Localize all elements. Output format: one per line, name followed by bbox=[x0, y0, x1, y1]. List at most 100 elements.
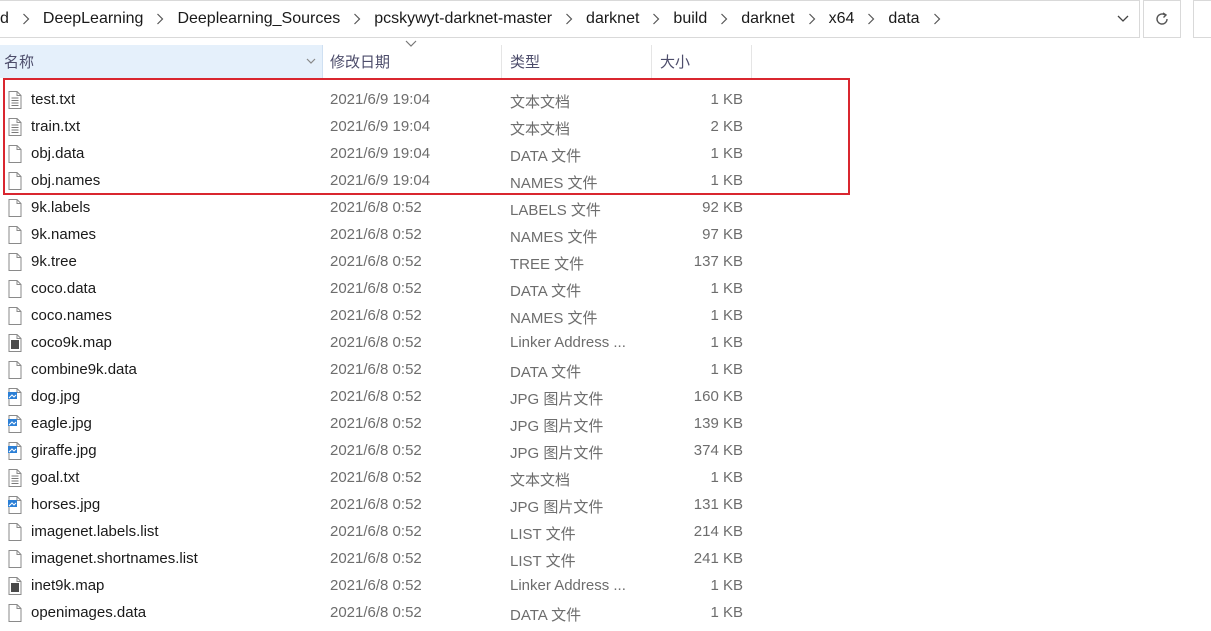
chevron-right-icon[interactable] bbox=[652, 13, 660, 25]
chevron-right-icon[interactable] bbox=[353, 13, 361, 25]
file-row[interactable]: coco.data 2021/6/8 0:52 DATA 文件 1 KB bbox=[0, 276, 760, 303]
file-modified-date: 2021/6/8 0:52 bbox=[330, 280, 422, 297]
breadcrumb-item[interactable]: DeepLearning bbox=[42, 10, 144, 27]
image-file-icon bbox=[8, 415, 22, 433]
refresh-button[interactable] bbox=[1143, 0, 1181, 38]
chevron-down-icon bbox=[306, 58, 316, 64]
file-row[interactable]: combine9k.data 2021/6/8 0:52 DATA 文件 1 KB bbox=[0, 357, 760, 384]
image-file-icon bbox=[8, 442, 22, 460]
file-row[interactable]: 9k.labels 2021/6/8 0:52 LABELS 文件 92 KB bbox=[0, 195, 760, 222]
image-file-icon bbox=[8, 496, 22, 514]
file-size: 139 KB bbox=[693, 415, 743, 432]
blank-file-icon bbox=[8, 550, 22, 568]
file-size: 1 KB bbox=[710, 577, 743, 594]
breadcrumb-item[interactable]: d bbox=[0, 10, 9, 27]
breadcrumb-item[interactable]: darknet bbox=[586, 10, 640, 27]
file-row[interactable]: test.txt 2021/6/9 19:04 文本文档 1 KB bbox=[0, 87, 760, 114]
file-size: 1 KB bbox=[710, 361, 743, 378]
column-header-size[interactable]: 大小 bbox=[653, 45, 752, 78]
column-header-type[interactable]: 类型 bbox=[503, 45, 652, 78]
file-name: 9k.names bbox=[31, 226, 97, 243]
chevron-right-icon[interactable] bbox=[156, 13, 164, 25]
file-name: imagenet.shortnames.list bbox=[31, 550, 198, 567]
breadcrumb: d DeepLearning Deeplearning_Sources pcskywy… bbox=[0, 10, 954, 28]
file-type: NAMES 文件 bbox=[510, 310, 598, 327]
file-name: openimages.data bbox=[31, 604, 147, 621]
file-row[interactable]: 9k.tree 2021/6/8 0:52 TREE 文件 137 KB bbox=[0, 249, 760, 276]
breadcrumb-item[interactable]: build bbox=[673, 10, 708, 27]
file-size: 137 KB bbox=[693, 253, 743, 270]
column-filter-dropdown[interactable] bbox=[306, 45, 316, 78]
file-row[interactable]: obj.names 2021/6/9 19:04 NAMES 文件 1 KB bbox=[0, 168, 760, 195]
file-row[interactable]: obj.data 2021/6/9 19:04 DATA 文件 1 KB bbox=[0, 141, 760, 168]
chevron-right-icon[interactable] bbox=[867, 13, 875, 25]
file-modified-date: 2021/6/8 0:52 bbox=[330, 442, 422, 459]
file-modified-date: 2021/6/8 0:52 bbox=[330, 388, 422, 405]
file-modified-date: 2021/6/9 19:04 bbox=[330, 118, 431, 135]
file-name: obj.names bbox=[31, 172, 101, 189]
file-size: 374 KB bbox=[693, 442, 743, 459]
file-size: 92 KB bbox=[702, 199, 743, 216]
file-row[interactable]: coco9k.map 2021/6/8 0:52 Linker Address ..… bbox=[0, 330, 760, 357]
file-name: test.txt bbox=[31, 91, 76, 108]
column-header-name[interactable]: 名称 bbox=[0, 45, 323, 78]
chevron-right-icon[interactable] bbox=[565, 13, 573, 25]
file-name: imagenet.labels.list bbox=[31, 523, 159, 540]
file-size: 1 KB bbox=[710, 604, 743, 621]
file-modified-date: 2021/6/8 0:52 bbox=[330, 199, 422, 216]
breadcrumb-item[interactable]: Deeplearning_Sources bbox=[177, 10, 341, 27]
file-row[interactable]: imagenet.shortnames.list 2021/6/8 0:52 LIS… bbox=[0, 546, 760, 573]
file-size: 1 KB bbox=[710, 172, 743, 189]
breadcrumb-item[interactable]: darknet bbox=[741, 10, 795, 27]
file-row[interactable]: imagenet.labels.list 2021/6/8 0:52 LIST 文件… bbox=[0, 519, 760, 546]
search-box[interactable] bbox=[1193, 0, 1211, 38]
file-type: NAMES 文件 bbox=[510, 229, 598, 246]
column-header-type-label: 类型 bbox=[510, 54, 541, 71]
breadcrumb-item[interactable]: data bbox=[888, 10, 920, 27]
breadcrumb-item[interactable]: x64 bbox=[828, 10, 855, 27]
chevron-right-icon[interactable] bbox=[933, 13, 941, 25]
file-name: eagle.jpg bbox=[31, 415, 92, 432]
text-file-icon bbox=[8, 118, 22, 136]
file-size: 2 KB bbox=[710, 118, 743, 135]
file-row[interactable]: eagle.jpg 2021/6/8 0:52 JPG 图片文件 139 KB bbox=[0, 411, 760, 438]
file-name: dog.jpg bbox=[31, 388, 81, 405]
chevron-right-icon[interactable] bbox=[720, 13, 728, 25]
address-bar[interactable]: d DeepLearning Deeplearning_Sources pcskywy… bbox=[0, 0, 1140, 38]
file-row[interactable]: goal.txt 2021/6/8 0:52 文本文档 1 KB bbox=[0, 465, 760, 492]
file-modified-date: 2021/6/8 0:52 bbox=[330, 523, 422, 540]
file-row[interactable]: coco.names 2021/6/8 0:52 NAMES 文件 1 KB bbox=[0, 303, 760, 330]
file-type: TREE 文件 bbox=[510, 256, 585, 273]
file-type: 文本文档 bbox=[510, 94, 571, 111]
file-modified-date: 2021/6/8 0:52 bbox=[330, 334, 422, 351]
file-type: LABELS 文件 bbox=[510, 202, 601, 219]
file-name: horses.jpg bbox=[31, 496, 101, 513]
file-type: DATA 文件 bbox=[510, 283, 582, 300]
file-modified-date: 2021/6/9 19:04 bbox=[330, 172, 431, 189]
breadcrumb-item[interactable]: pcskywyt-darknet-master bbox=[374, 10, 553, 27]
text-file-icon bbox=[8, 469, 22, 487]
file-row[interactable]: giraffe.jpg 2021/6/8 0:52 JPG 图片文件 374 KB bbox=[0, 438, 760, 465]
file-row[interactable]: dog.jpg 2021/6/8 0:52 JPG 图片文件 160 KB bbox=[0, 384, 760, 411]
sort-indicator-icon bbox=[405, 40, 417, 47]
image-file-icon bbox=[8, 388, 22, 406]
file-size: 214 KB bbox=[693, 523, 743, 540]
file-name: 9k.tree bbox=[31, 253, 77, 270]
blank-file-icon bbox=[8, 226, 22, 244]
file-row[interactable]: train.txt 2021/6/9 19:04 文本文档 2 KB bbox=[0, 114, 760, 141]
file-row[interactable]: 9k.names 2021/6/8 0:52 NAMES 文件 97 KB bbox=[0, 222, 760, 249]
blank-file-icon bbox=[8, 523, 22, 541]
file-size: 131 KB bbox=[693, 496, 743, 513]
file-modified-date: 2021/6/9 19:04 bbox=[330, 91, 431, 108]
file-type: 文本文档 bbox=[510, 472, 571, 489]
chevron-right-icon[interactable] bbox=[808, 13, 816, 25]
address-history-dropdown[interactable] bbox=[1105, 1, 1140, 37]
file-name: coco.names bbox=[31, 307, 112, 324]
column-header-date[interactable]: 修改日期 bbox=[324, 45, 502, 78]
chevron-right-icon[interactable] bbox=[22, 13, 30, 25]
column-header-date-label: 修改日期 bbox=[330, 54, 391, 71]
file-modified-date: 2021/6/8 0:52 bbox=[330, 415, 422, 432]
file-row[interactable]: openimages.data 2021/6/8 0:52 DATA 文件 1 KB bbox=[0, 600, 760, 627]
file-row[interactable]: inet9k.map 2021/6/8 0:52 Linker Address ..… bbox=[0, 573, 760, 600]
file-row[interactable]: horses.jpg 2021/6/8 0:52 JPG 图片文件 131 KB bbox=[0, 492, 760, 519]
